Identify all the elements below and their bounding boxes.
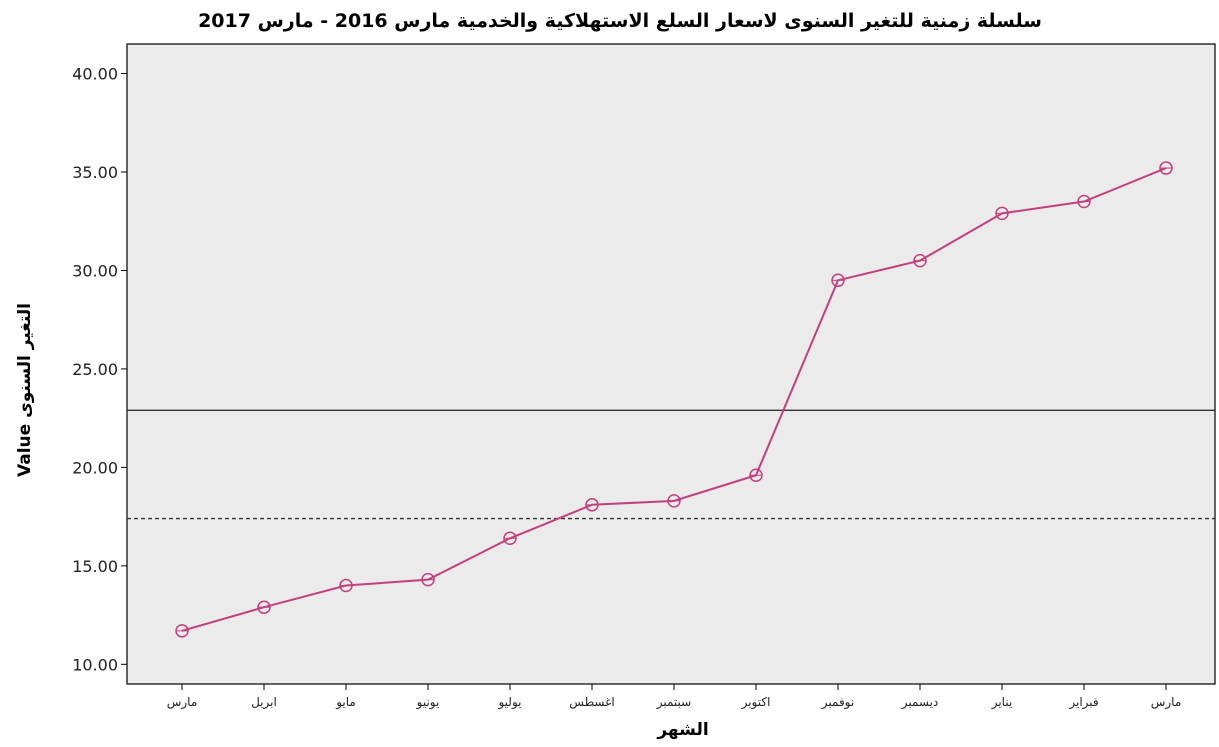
y-tick-label: 20.00 [72, 458, 118, 477]
y-tick-label: 35.00 [72, 163, 118, 182]
x-tick-label: يونيو [416, 695, 440, 710]
x-tick-label: اغسطس [569, 695, 614, 710]
x-axis: مارس ابريل مايو يونيو يوليو اغسطس سبتمبر اكتوبر… [167, 684, 1182, 710]
x-tick-label: ابريل [251, 695, 277, 710]
x-tick-label: نوفمبر [821, 695, 854, 710]
x-tick-label: سبتمبر [656, 695, 691, 710]
data-series [175, 161, 1173, 638]
y-axis: 10.00 15.00 20.00 25.00 30.00 35.00 40.00 [72, 65, 127, 674]
x-tick-label: مايو [335, 695, 356, 710]
x-tick-label: مارس [1151, 695, 1182, 710]
y-tick-label: 10.00 [72, 655, 118, 674]
x-tick-label: يناير [991, 695, 1013, 710]
y-tick-label: 15.00 [72, 557, 118, 576]
reference-lines [127, 409, 1215, 520]
x-tick-label: مارس [167, 695, 198, 710]
x-tick-label: فبراير [1068, 695, 1098, 710]
x-tick-label: ديسمبر [901, 695, 939, 710]
y-tick-label: 30.00 [72, 261, 118, 280]
y-axis-label: Value التغير السنوى [15, 303, 35, 477]
x-axis-label: الشهر [656, 720, 708, 740]
y-tick-label: 25.00 [72, 360, 118, 379]
x-tick-label: اكتوبر [741, 695, 771, 710]
y-tick-label: 40.00 [72, 65, 118, 84]
plot-area [126, 43, 1216, 685]
chart-title: سلسلة زمنية للتغير السنوى لاسعار السلع ا… [198, 10, 1042, 32]
x-tick-label: يوليو [497, 695, 521, 710]
